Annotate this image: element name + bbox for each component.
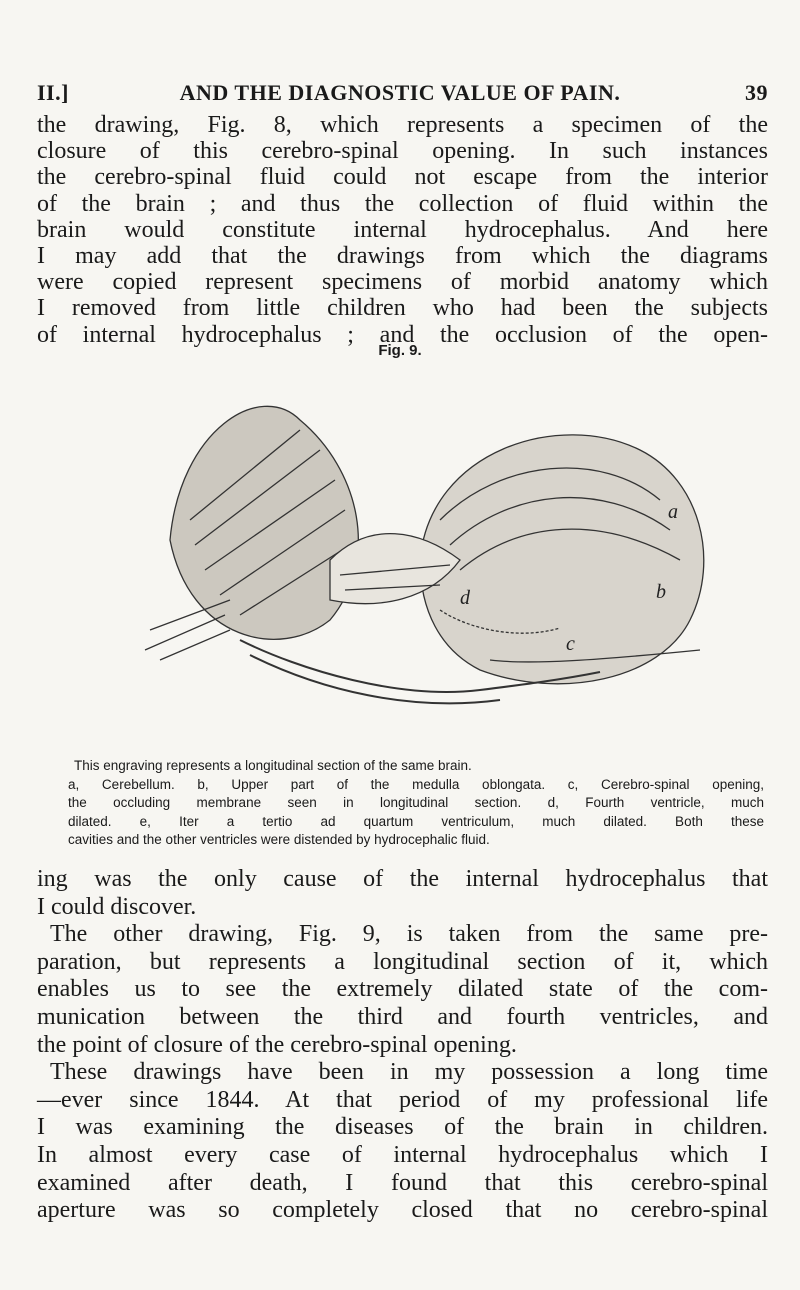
- text-line: I could discover.: [37, 893, 197, 920]
- text-line: I may add that the drawings from which t…: [37, 243, 768, 269]
- caption-line: dilated. e, Iter a tertio ad quartum ven…: [68, 813, 764, 829]
- figure-letter: a: [668, 501, 678, 523]
- text-line: In almost every case of internal hydroce…: [37, 1142, 768, 1168]
- text-line: the cerebro-spinal fluid could not escap…: [37, 164, 768, 191]
- figure-letter: c: [566, 633, 575, 655]
- caption-line: a, Cerebellum. b, Upper part of the medu…: [68, 776, 764, 792]
- text-line: These drawings have been in my possessio…: [50, 1059, 768, 1086]
- text-line: enables us to see the extremely dilated …: [37, 976, 768, 1003]
- text-line: brain would constitute internal hydrocep…: [37, 216, 768, 243]
- figure-letter: b: [656, 581, 666, 603]
- running-title: AND THE DIAGNOSTIC VALUE OF PAIN.: [179, 80, 621, 105]
- text-line: of the brain ; and thus the collection o…: [37, 190, 768, 217]
- text-line: examined after death, I found that this …: [37, 1169, 768, 1196]
- text-line: the drawing, Fig. 8, which represents a …: [37, 112, 768, 138]
- caption-line: the occluding membrane seen in longitudi…: [68, 795, 764, 810]
- figure-label: Fig. 9.: [378, 342, 422, 359]
- caption-line: cavities and the other ventricles were d…: [68, 832, 490, 847]
- text-line: I removed from little children who had b…: [37, 295, 768, 322]
- figure-letter: d: [460, 587, 471, 609]
- text-line: ing was the only cause of the internal h…: [37, 866, 768, 892]
- text-line: were copied represent specimens of morbi…: [37, 269, 768, 296]
- text-line: of internal hydrocephalus ; and the occl…: [37, 321, 768, 348]
- text-line: paration, but represents a longitudinal …: [37, 948, 768, 975]
- text-line: I was examining the diseases of the brai…: [37, 1114, 768, 1141]
- text-line: munication between the third and fourth …: [37, 1004, 768, 1030]
- text-line: aperture was so completely closed that n…: [37, 1197, 768, 1224]
- text-line: The other drawing, Fig. 9, is taken from…: [50, 921, 768, 948]
- section-mark: II.]: [37, 80, 69, 105]
- caption-line: This engraving represents a longitudinal…: [74, 758, 472, 773]
- page-number: 39: [745, 80, 768, 105]
- text-line: the point of closure of the cerebro-spin…: [37, 1031, 517, 1058]
- text-line: closure of this cerebro-spinal opening. …: [37, 138, 768, 165]
- text-line: —ever since 1844. At that period of my p…: [37, 1086, 768, 1113]
